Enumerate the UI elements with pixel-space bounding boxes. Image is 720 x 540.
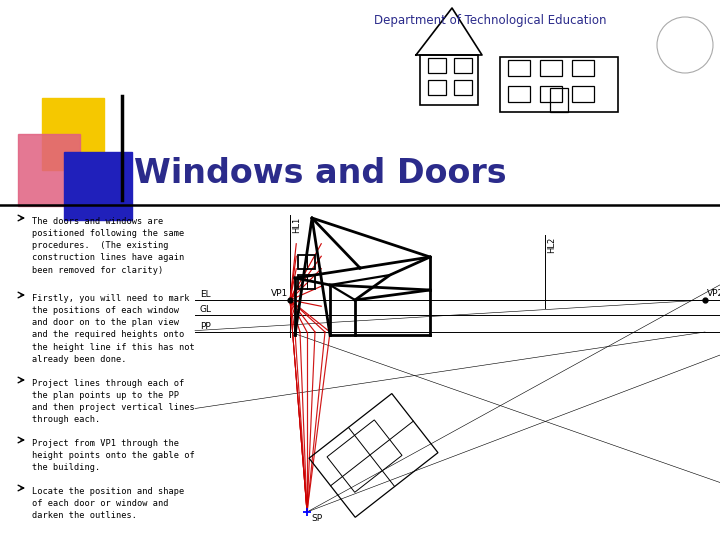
Text: PP: PP	[200, 322, 211, 331]
Bar	[550, 88, 568, 112]
Bar	[540, 60, 562, 76]
Text: VP1: VP1	[271, 289, 288, 298]
Text: SP: SP	[311, 514, 322, 523]
Bar	[428, 58, 446, 73]
Bar	[64, 152, 132, 220]
Bar	[508, 60, 530, 76]
Text: EL: EL	[200, 290, 211, 299]
Bar	[309, 394, 438, 517]
Bar	[327, 420, 402, 492]
Bar	[540, 86, 562, 102]
Text: GL: GL	[200, 305, 212, 314]
Bar	[428, 80, 446, 95]
Bar	[500, 57, 618, 112]
Bar	[454, 58, 472, 73]
Bar	[18, 134, 80, 206]
Text: Windows and Doors: Windows and Doors	[134, 157, 507, 190]
Text: The doors and windows are
positioned following the same
procedures.  (The existi: The doors and windows are positioned fol…	[32, 217, 184, 275]
Text: VP2: VP2	[707, 289, 720, 298]
Bar	[508, 86, 530, 102]
Text: HL2: HL2	[547, 237, 556, 253]
Text: Locate the position and shape
of each door or window and
darken the outlines.: Locate the position and shape of each do…	[32, 487, 184, 521]
Bar	[454, 80, 472, 95]
Bar	[572, 60, 594, 76]
Text: Department of Technological Education: Department of Technological Education	[374, 14, 606, 27]
Bar	[572, 86, 594, 102]
Bar	[42, 98, 104, 170]
Text: Project from VP1 through the
height points onto the gable of
the building.: Project from VP1 through the height poin…	[32, 439, 194, 472]
Text: Project lines through each of
the plan points up to the PP
and then project vert: Project lines through each of the plan p…	[32, 379, 194, 424]
Bar	[420, 55, 478, 105]
Bar	[298, 275, 315, 289]
Bar	[298, 255, 315, 269]
Text: Firstly, you will need to mark
the positions of each window
and door on to the p: Firstly, you will need to mark the posit…	[32, 294, 194, 364]
Text: HL1: HL1	[292, 217, 301, 233]
